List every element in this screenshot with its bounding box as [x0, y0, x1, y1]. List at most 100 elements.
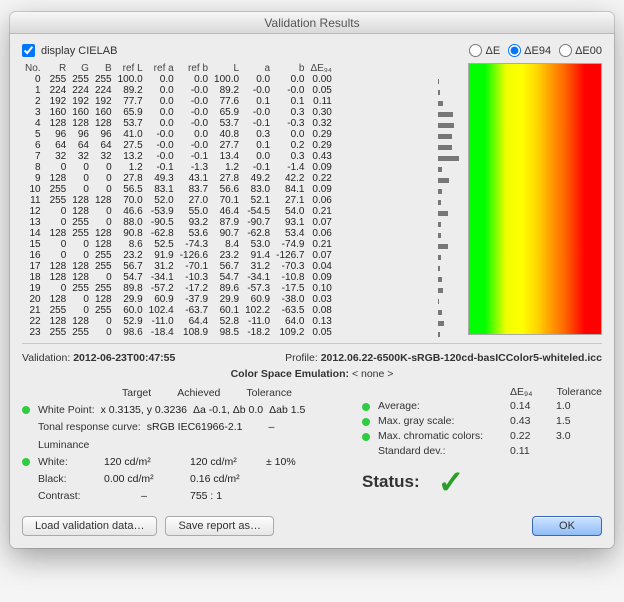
col-header: B	[92, 63, 115, 74]
delta-bar	[438, 131, 462, 142]
delta-bar	[438, 318, 462, 329]
delta-bars	[438, 63, 462, 335]
std-label: Standard dev.:	[378, 445, 504, 457]
delta-bar	[438, 98, 462, 109]
delta-bar	[438, 219, 462, 230]
col-header: G	[69, 63, 92, 74]
delta-bar	[438, 208, 462, 219]
table-row: 596969641.0-0.00.040.80.30.00.29	[22, 129, 335, 140]
chroma-value: 0.22	[510, 430, 550, 442]
ok-button[interactable]: OK	[532, 516, 602, 536]
gray-tol: 1.5	[556, 415, 602, 427]
data-table: No.RGBref Lref aref bLabΔE₉₄ 02552552551…	[22, 63, 335, 335]
status-check-icon: ✓	[438, 463, 465, 501]
delta-bar	[438, 285, 462, 296]
tonal-ach: –	[268, 420, 274, 434]
delta-bar	[438, 307, 462, 318]
col-header: R	[47, 63, 70, 74]
table-row: 122422422489.20.0-0.089.2-0.0-0.00.05	[22, 85, 335, 96]
left-col: Target Achieved Tolerance White Point: x…	[22, 386, 342, 506]
table-row: 23255255098.6-18.4108.998.5-18.2109.20.0…	[22, 327, 335, 335]
profile-label: Profile:	[285, 352, 318, 364]
table-row: 316016016065.90.0-0.065.9-0.00.30.30	[22, 107, 335, 118]
validation-window: Validation Results display CIELAB ΔE ΔE9…	[10, 12, 614, 548]
load-validation-button[interactable]: Load validation data…	[22, 516, 157, 536]
table-row: 22128128052.9-11.064.452.8-11.064.00.13	[22, 316, 335, 327]
chroma-label: Max. chromatic colors:	[378, 430, 504, 442]
delta-bar	[438, 186, 462, 197]
delta-bar	[438, 296, 462, 307]
tonal-val: sRGB IEC61966-2.1	[147, 420, 243, 434]
gray-value: 0.43	[510, 415, 550, 427]
delta-bar	[438, 76, 462, 87]
window-title: Validation Results	[264, 16, 359, 30]
radio-de[interactable]: ΔE	[469, 44, 500, 57]
radio-de00[interactable]: ΔE00	[559, 44, 602, 57]
delta-bar	[438, 175, 462, 186]
cse-line: Color Space Emulation: < none >	[22, 368, 602, 380]
profile-name: 2012.06.22-6500K-sRGB-120cd-basICColor5-…	[321, 352, 602, 364]
validation-timestamp: 2012-06-23T00:47:55	[73, 352, 175, 364]
table-row: 160025523.291.9-126.623.291.4-126.70.07	[22, 250, 335, 261]
button-row: Load validation data… Save report as… OK	[22, 516, 602, 536]
gradient-panel	[468, 63, 602, 335]
table-row: 19025525589.8-57.2-17.289.6-57.3-17.50.1…	[22, 283, 335, 294]
table-row: 412812812853.70.0-0.053.7-0.1-0.30.32	[22, 118, 335, 129]
delta-bar	[438, 142, 462, 153]
avg-label: Average:	[378, 400, 504, 412]
avg-value: 0.14	[510, 400, 550, 412]
display-cielab-checkbox[interactable]: display CIELAB	[22, 44, 117, 57]
status-dot-green	[362, 418, 370, 426]
contrast-label: Contrast:	[38, 489, 98, 503]
table-row: 20128012829.960.9-37.929.960.9-38.00.03	[22, 294, 335, 305]
save-report-button[interactable]: Save report as…	[165, 516, 274, 536]
cse-label: Color Space Emulation:	[231, 368, 349, 380]
status-dot-green	[362, 433, 370, 441]
right-col: ΔE₉₄ Tolerance Average: 0.14 1.0 Max. gr…	[362, 386, 602, 506]
table-row: 1412825512890.8-62.853.690.7-62.853.40.0…	[22, 228, 335, 239]
lower-panel: Target Achieved Tolerance White Point: x…	[22, 386, 602, 506]
radio-de94[interactable]: ΔE94	[508, 44, 551, 57]
contrast-ach: 755 : 1	[190, 489, 222, 503]
profile-row: Validation: 2012-06-23T00:47:55 Profile:…	[22, 352, 602, 364]
display-cielab-label: display CIELAB	[41, 45, 117, 57]
white-ach: 120 cd/m²	[190, 455, 260, 469]
table-row: 120128046.6-53.955.046.4-54.554.00.21	[22, 206, 335, 217]
contrast-target: –	[104, 489, 184, 503]
table-row: 21255025560.0102.4-63.760.1102.2-63.50.0…	[22, 305, 335, 316]
table-row: 91280027.849.343.127.849.242.20.22	[22, 173, 335, 184]
table-row: 664646427.5-0.0-0.027.70.10.20.29	[22, 140, 335, 151]
col-header: L	[211, 63, 242, 74]
delta-bar	[438, 197, 462, 208]
std-value: 0.11	[510, 445, 550, 457]
avg-tol: 1.0	[556, 400, 602, 412]
delta-e-radios: ΔE ΔE94 ΔE00	[469, 44, 602, 57]
white-tol: ± 10%	[266, 455, 296, 469]
titlebar: Validation Results	[10, 12, 614, 34]
col-header: ΔE₉₄	[307, 63, 334, 74]
luminance-label: Luminance	[38, 438, 89, 452]
table-row: 80001.2-0.1-1.31.2-0.1-1.40.09	[22, 162, 335, 173]
table-row: 102550056.583.183.756.683.084.10.09	[22, 184, 335, 195]
hdr-achieved: Achieved	[177, 386, 220, 400]
delta-bar	[438, 153, 462, 164]
col-header: ref a	[146, 63, 177, 74]
status-dot-green	[22, 458, 30, 466]
validation-label: Validation:	[22, 352, 70, 364]
delta-bar	[438, 241, 462, 252]
col-header: ref L	[115, 63, 146, 74]
status-dot-green	[22, 406, 30, 414]
top-row: display CIELAB ΔE ΔE94 ΔE00	[22, 44, 602, 57]
hdr-tolerance: Tolerance	[246, 386, 292, 400]
white-point-target: x 0.3135, y 0.3236	[101, 403, 187, 417]
table-row: 18128128054.7-34.1-10.354.7-34.1-10.80.0…	[22, 272, 335, 283]
table-row: 1712812825556.731.2-70.156.731.2-70.30.0…	[22, 261, 335, 272]
hdr-de94: ΔE₉₄	[510, 386, 532, 398]
delta-bar	[438, 230, 462, 241]
table-row: 130255088.0-90.593.287.9-90.793.10.07	[22, 217, 335, 228]
black-ach: 0.16 cd/m²	[190, 472, 240, 486]
tonal-label: Tonal response curve:	[38, 420, 141, 434]
table-row: 732323213.2-0.0-0.113.40.00.30.43	[22, 151, 335, 162]
display-cielab-input[interactable]	[22, 44, 35, 57]
main-row: No.RGBref Lref aref bLabΔE₉₄ 02552552551…	[22, 63, 602, 335]
